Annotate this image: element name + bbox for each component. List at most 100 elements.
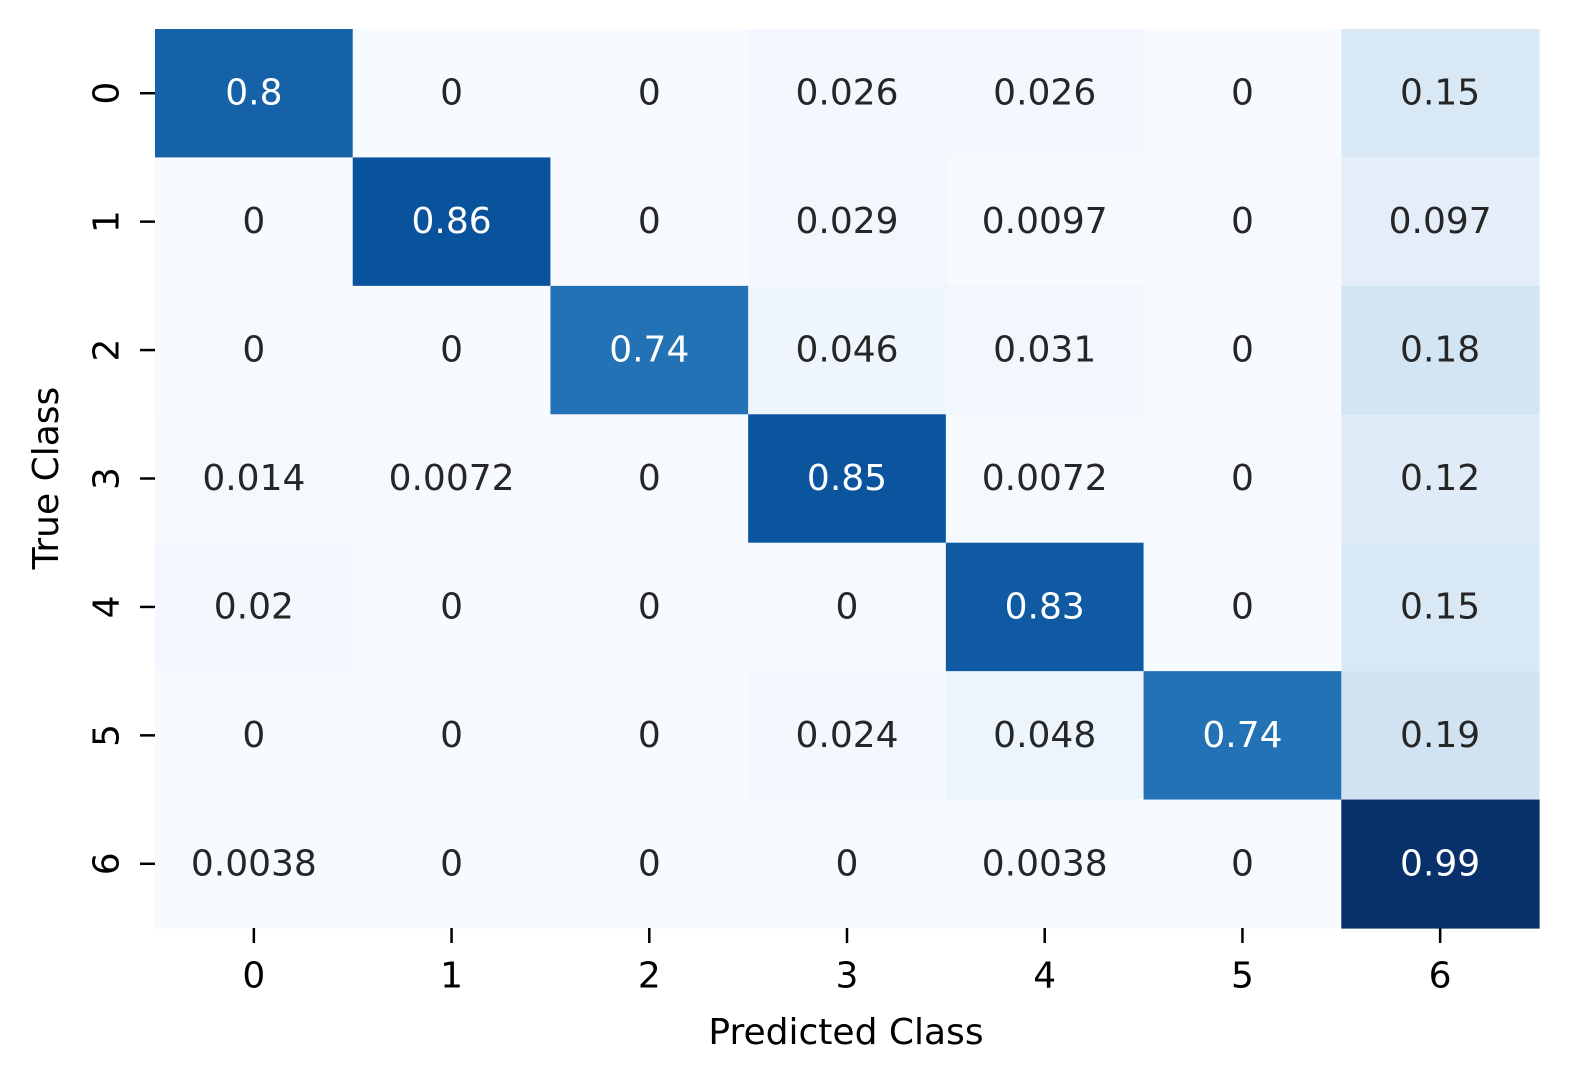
heatmap-cell-r0-c6: [1341, 29, 1540, 159]
heatmap-cell-r3-c5: [1143, 414, 1342, 544]
y-tick-label-5: 5: [87, 724, 128, 747]
cell-value-r6-c5: 0: [1231, 843, 1254, 884]
heatmap-cell-r5-c4: [945, 671, 1145, 801]
heatmap-cell-r1-c6: [1341, 157, 1540, 287]
cell-value-r1-c2: 0: [638, 201, 661, 242]
heatmap-cell-r1-c1: [352, 157, 552, 287]
y-tick-label-2: 2: [87, 339, 128, 362]
heatmap-cell-r2-c0: [155, 285, 354, 415]
heatmap-cell-r1-c4: [945, 157, 1145, 287]
cell-value-r4-c2: 0: [638, 586, 661, 627]
cell-value-r1-c0: 0: [242, 201, 265, 242]
cell-value-r1-c4: 0.0097: [982, 201, 1108, 242]
heatmap-cell-r2-c3: [748, 285, 947, 415]
cell-value-r3-c1: 0.0072: [389, 458, 515, 499]
heatmap-cell-r5-c2: [550, 671, 749, 801]
heatmap-cell-r1-c3: [748, 157, 947, 287]
cell-value-r6-c4: 0.0038: [982, 843, 1108, 884]
cell-value-r6-c6: 0.99: [1400, 843, 1480, 884]
heatmap-cell-r0-c2: [550, 29, 749, 159]
y-tick-label-0: 0: [87, 82, 128, 105]
x-tick-label-2: 2: [638, 956, 661, 997]
heatmap-cell-r6-c5: [1143, 799, 1342, 929]
heatmap-cell-r1-c5: [1143, 157, 1342, 287]
cell-value-r5-c6: 0.19: [1400, 715, 1480, 756]
cell-value-r6-c1: 0: [440, 843, 463, 884]
heatmap-cell-r5-c6: [1341, 671, 1540, 801]
cell-value-r6-c2: 0: [638, 843, 661, 884]
x-tick-label-6: 6: [1429, 956, 1452, 997]
cell-value-r0-c0: 0.8: [225, 73, 282, 114]
cell-value-r2-c0: 0: [242, 330, 265, 371]
cell-value-r2-c4: 0.031: [993, 330, 1096, 371]
cell-value-r4-c6: 0.15: [1400, 586, 1480, 627]
heatmap-cell-r3-c3: [748, 414, 947, 544]
cell-value-r6-c3: 0: [836, 843, 859, 884]
cell-value-r0-c2: 0: [638, 73, 661, 114]
heatmap-cell-r6-c4: [945, 799, 1145, 929]
heatmap-cell-r3-c0: [155, 414, 354, 544]
heatmap-cell-labels: 0.8 0 0 0.026 0.026 0 0.15 0 0.86 0 0.029 0.0097 0 0.…: [191, 73, 1492, 885]
heatmap-cell-r0-c4: [945, 29, 1145, 159]
cell-value-r4-c1: 0: [440, 586, 463, 627]
x-tick-label-5: 5: [1231, 956, 1254, 997]
heatmap-cell-r5-c0: [155, 671, 354, 801]
y-tick-label-1: 1: [87, 210, 128, 233]
cell-value-r0-c3: 0.026: [795, 73, 898, 114]
y-axis-ticks: 0 1 2 3 4 5 6: [87, 82, 155, 875]
cell-value-r2-c6: 0.18: [1400, 330, 1480, 371]
heatmap-cell-r4-c0: [155, 542, 354, 672]
x-tick-label-1: 1: [440, 956, 463, 997]
cell-value-r2-c3: 0.046: [795, 330, 898, 371]
heatmap-cell-r6-c3: [748, 799, 947, 929]
cell-value-r0-c1: 0: [440, 73, 463, 114]
heatmap-cell-r2-c4: [945, 285, 1145, 415]
cell-value-r1-c1: 0.86: [411, 201, 491, 242]
cell-value-r4-c3: 0: [836, 586, 859, 627]
x-axis-ticks: 0 1 2 3 4 5 6: [242, 928, 1452, 997]
heatmap-cell-r3-c2: [550, 414, 749, 544]
heatmap-cell-r0-c3: [748, 29, 947, 159]
heatmap-cell-r1-c2: [550, 157, 749, 287]
cell-value-r1-c6: 0.097: [1389, 201, 1492, 242]
y-tick-label-6: 6: [87, 852, 128, 875]
cell-value-r3-c3: 0.85: [807, 458, 887, 499]
cell-value-r3-c0: 0.014: [202, 458, 305, 499]
cell-value-r2-c2: 0.74: [609, 330, 689, 371]
cell-value-r5-c1: 0: [440, 715, 463, 756]
cell-value-r0-c6: 0.15: [1400, 73, 1480, 114]
heatmap-cell-r5-c1: [352, 671, 552, 801]
x-tick-label-0: 0: [242, 956, 265, 997]
heatmap-cell-r4-c3: [748, 542, 947, 672]
heatmap-cell-r5-c3: [748, 671, 947, 801]
heatmap-cell-r5-c5: [1143, 671, 1342, 801]
heatmap-cell-r0-c0: [155, 29, 354, 159]
cell-value-r6-c0: 0.0038: [191, 843, 317, 884]
cell-value-r2-c1: 0: [440, 330, 463, 371]
y-tick-label-4: 4: [87, 595, 128, 618]
cell-value-r1-c5: 0: [1231, 201, 1254, 242]
cell-value-r5-c5: 0.74: [1202, 715, 1282, 756]
cell-value-r3-c6: 0.12: [1400, 458, 1480, 499]
cell-value-r0-c5: 0: [1231, 73, 1254, 114]
cell-value-r3-c2: 0: [638, 458, 661, 499]
heatmap-cell-r0-c5: [1143, 29, 1342, 159]
heatmap-cell-r4-c4: [945, 542, 1145, 672]
y-tick-label-3: 3: [87, 467, 128, 490]
heatmap-cell-r2-c5: [1143, 285, 1342, 415]
heatmap-cell-r3-c1: [352, 414, 552, 544]
heatmap-cell-r1-c0: [155, 157, 354, 287]
heatmap-cell-r4-c6: [1341, 542, 1540, 672]
y-axis-label: True Class: [26, 387, 67, 571]
heatmap-cell-r4-c1: [352, 542, 552, 672]
cell-value-r0-c4: 0.026: [993, 73, 1096, 114]
heatmap-cell-r4-c5: [1143, 542, 1342, 672]
heatmap-cells: [155, 29, 1540, 929]
cell-value-r1-c3: 0.029: [795, 201, 898, 242]
cell-value-r5-c2: 0: [638, 715, 661, 756]
cell-value-r5-c3: 0.024: [795, 715, 898, 756]
cell-value-r2-c5: 0: [1231, 330, 1254, 371]
heatmap-cell-r6-c1: [352, 799, 552, 929]
heatmap-cell-r0-c1: [352, 29, 552, 159]
x-tick-label-3: 3: [836, 956, 859, 997]
